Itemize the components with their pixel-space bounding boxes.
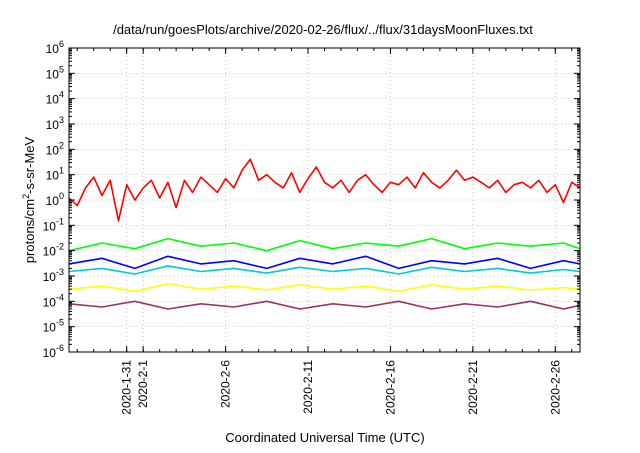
series-line-3 (68, 255, 581, 270)
y-axis-label: protons/cm2-s-sr-MeV (21, 136, 37, 263)
x-tick-label: 2020-2-16 (383, 360, 397, 415)
y-axis-ticks: 10-6 10-5 10-4 10-3 10-2 10-1 100 101 102 103 104 1… (43, 39, 580, 360)
y-tick-label: 100 (46, 191, 64, 208)
y-tick-label: 103 (46, 115, 64, 132)
chart-title: /data/run/goesPlots/archive/2020-02-26/f… (113, 22, 533, 37)
series-line-6 (68, 300, 581, 310)
grid (69, 48, 580, 352)
x-tick-label: 2020-2-1 (136, 360, 150, 408)
series-line-5 (68, 282, 581, 293)
x-axis-label: Coordinated Universal Time (UTC) (225, 430, 424, 445)
y-tick-label: 10-1 (43, 216, 64, 233)
series-group (68, 158, 581, 310)
y-tick-label: 101 (46, 166, 64, 183)
series-line-2 (68, 237, 581, 252)
x-tick-label: 2020-2-11 (301, 360, 315, 414)
x-axis-ticks: 2020-1-31 2020-2-1 2020-2-6 2020-2-11 2020-2… (76, 48, 573, 415)
x-tick-label: 2020-1-31 (120, 360, 134, 415)
y-tick-label: 104 (46, 90, 64, 107)
y-tick-label: 102 (46, 140, 64, 157)
y-tick-label: 10-2 (43, 242, 64, 259)
y-tick-label: 10-4 (43, 292, 64, 309)
y-tick-label: 10-3 (43, 267, 64, 284)
y-tick-label: 10-5 (43, 318, 64, 335)
series-line-4 (68, 265, 581, 275)
x-tick-label: 2020-2-21 (466, 360, 480, 415)
y-tick-label: 10-6 (43, 343, 64, 360)
x-tick-label: 2020-2-26 (548, 360, 562, 415)
y-tick-label: 106 (46, 39, 64, 56)
y-tick-label: 105 (46, 64, 64, 81)
x-tick-label: 2020-2-6 (219, 360, 233, 408)
series-line-1 (68, 158, 581, 222)
